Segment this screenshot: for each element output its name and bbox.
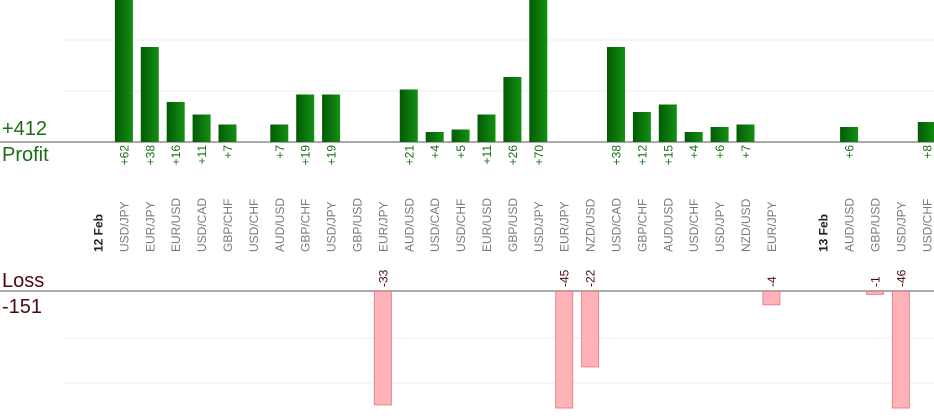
loss-bar [891,291,910,409]
profit-total: +412 [2,118,48,140]
category-labels: 12 Feb USD/JPY EUR/JPY EUR/USD USD/CAD GBP/CH… [92,198,934,252]
category-label: USD/CHF [454,199,468,252]
profit-bar [736,124,755,142]
profit-bar [840,127,859,142]
profit-bar [296,94,315,142]
loss-bar [581,291,600,368]
loss-bar [762,291,781,306]
category-label: USD/JPY [713,201,727,252]
category-label: USD/CHF [247,199,261,252]
profit-value-label: +15 [661,145,675,166]
profit-bar [166,102,185,142]
profit-bar [632,112,651,142]
profit-bar [322,94,341,142]
category-label: USD/CAD [195,198,209,252]
category-label: AUD/USD [661,198,675,252]
profit-label: Profit [2,144,49,166]
loss-total: -151 [2,296,43,318]
loss-label: Loss [2,270,45,292]
profit-bar [529,0,548,142]
loss-bar [555,291,574,409]
category-label: EUR/JPY [765,201,779,252]
category-label: USD/CHF [687,199,701,252]
gridlines [64,39,934,384]
profit-value-label: +7 [273,145,287,159]
profit-bar [917,122,934,142]
profit-value-label: +4 [428,145,442,159]
profit-value-label: +5 [454,145,468,159]
profit-bar [477,114,496,142]
category-label: GBP/CHF [635,199,649,252]
category-label: AUD/USD [843,198,857,252]
profit-bar [399,89,418,142]
profit-bar [192,114,211,142]
profit-value-label: +6 [843,145,857,159]
category-label: USD/JPY [117,201,131,252]
value-labels: +62 +38 +16 +11 +7 +7 +19 +19 -33 +21 +4 +5 +11 +26 +7… [117,145,934,287]
category-label: AUD/USD [273,198,287,252]
category-label: GBP/CHF [299,199,313,252]
profit-bar [451,129,470,142]
category-label: AUD/USD [402,198,416,252]
category-label: USD/JPY [894,201,908,252]
category-label: USD/CAD [428,198,442,252]
bars [114,0,934,409]
date-marker-label: 13 Feb [817,214,831,252]
profit-value-label: +26 [506,145,520,166]
profit-value-label: +70 [532,145,546,166]
profit-value-label: +4 [687,145,701,159]
profit-bar [710,127,729,142]
profit-value-label: +6 [713,145,727,159]
profit-value-label: +12 [635,145,649,166]
profit-value-label: +19 [299,145,313,166]
category-label: GBP/USD [506,198,520,252]
category-label: USD/CAD [610,198,624,252]
loss-value-label: -45 [558,269,572,287]
loss-value-label: -46 [894,269,908,287]
profit-value-label: +38 [610,145,624,166]
category-label: USD/JPY [325,201,339,252]
profit-bar [658,104,677,142]
loss-bar [866,291,884,295]
profit-value-label: +11 [480,145,494,165]
profit-bar [425,132,444,142]
category-label: NZD/USD [584,198,598,252]
loss-value-label: -4 [765,276,779,287]
profit-value-label: +21 [402,145,416,166]
category-label: USD/CHF [920,199,934,252]
category-label: GBP/CHF [221,199,235,252]
category-label: GBP/USD [351,198,365,252]
profit-value-label: +38 [143,145,157,166]
profit-value-label: +19 [325,145,339,166]
loss-bar [373,291,392,406]
category-label: EUR/JPY [376,201,390,252]
category-label: NZD/USD [739,198,753,252]
date-marker-label: 12 Feb [92,214,106,252]
profit-bar [140,47,159,142]
category-label: EUR/JPY [143,201,157,252]
profit-value-label: +11 [195,145,209,165]
loss-value-label: -22 [584,269,598,287]
profit-bar [218,124,237,142]
category-label: EUR/USD [169,198,183,252]
loss-value-label: -1 [869,276,883,287]
profit-value-label: +62 [117,145,131,166]
profit-bar [684,132,703,142]
profit-bar [114,0,133,142]
loss-value-label: -33 [376,269,390,287]
category-label: GBP/USD [869,198,883,252]
profit-value-label: +16 [169,145,183,166]
profit-bar [270,124,289,142]
profit-value-label: +7 [221,145,235,159]
profit-value-label: +7 [739,145,753,159]
profit-value-label: +8 [920,145,934,159]
category-label: EUR/JPY [558,201,572,252]
category-label: EUR/USD [480,198,494,252]
profit-bar [503,77,522,142]
category-label: USD/JPY [532,201,546,252]
profit-bar [607,47,625,142]
